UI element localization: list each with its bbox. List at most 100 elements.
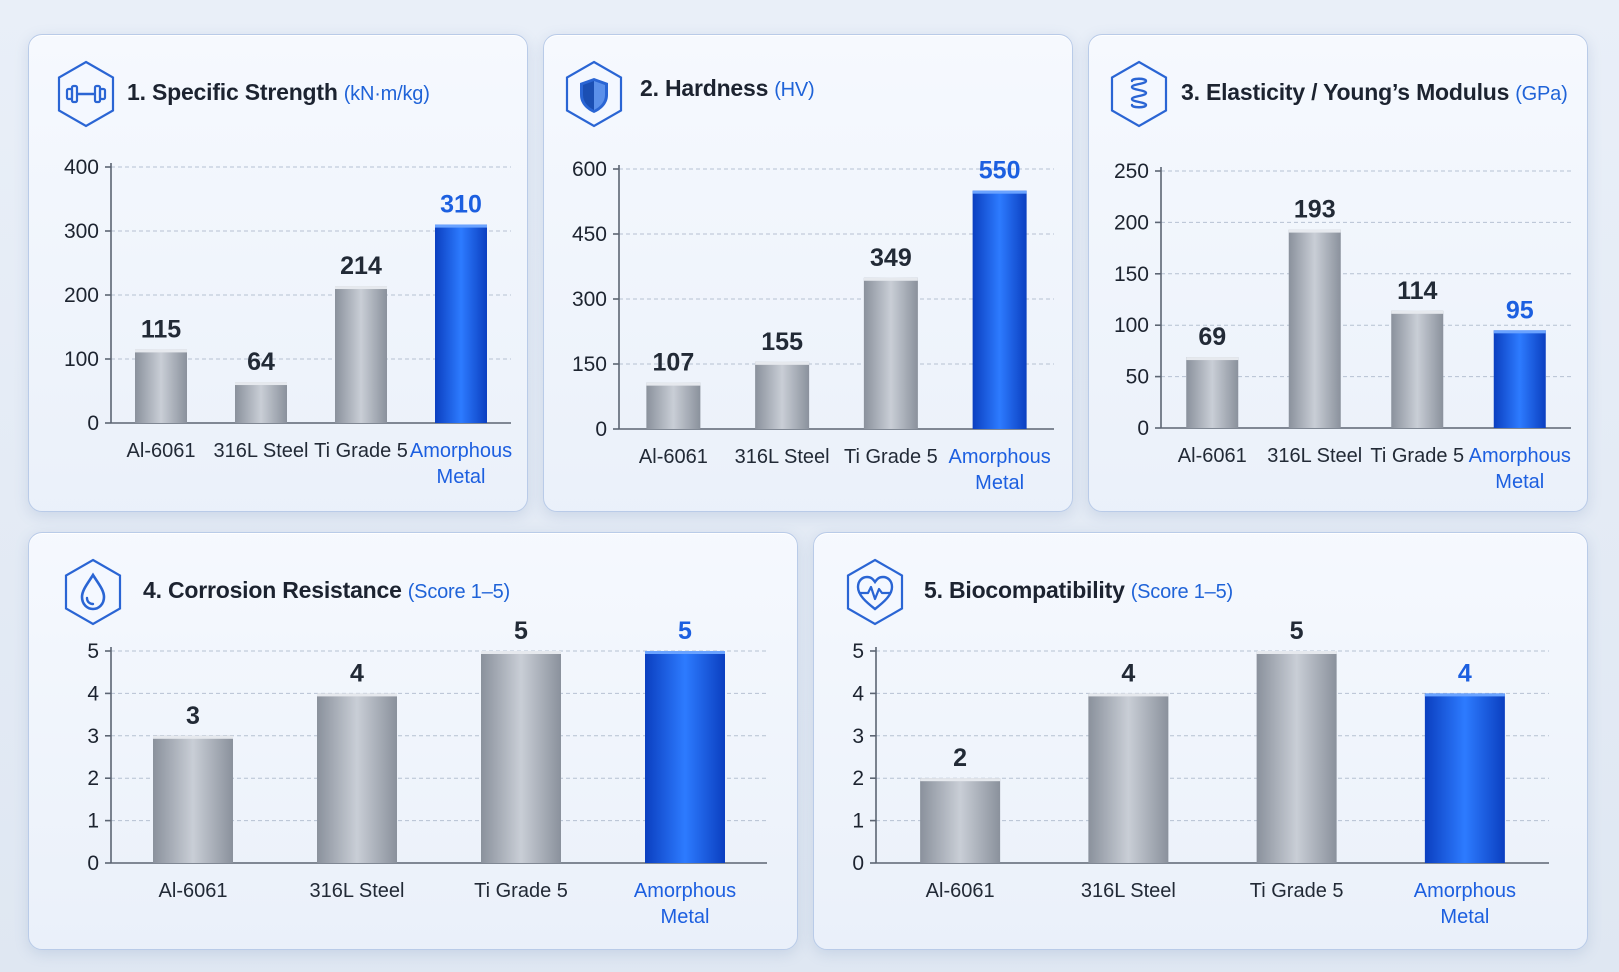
bar-highlight-cap (645, 651, 725, 654)
bar-chart-elasticity: 0 50 100 150 200 250 69 Al-6061 193 316L Steel 114… (1114, 160, 1571, 493)
y-tick-label: 100 (64, 348, 99, 371)
category-label: Al-6061 (1178, 445, 1247, 467)
droplet-icon (62, 557, 124, 627)
bar-highlight-cap (481, 651, 561, 654)
value-label: 155 (761, 328, 803, 356)
bar-al-6061 (646, 382, 701, 429)
bar-highlight-cap (235, 382, 287, 386)
value-label: 69 (1198, 323, 1226, 351)
bar-chart-corrosion-resistance: 0 1 2 3 4 5 3 Al-6061 4 316L Steel 5 Ti Grade 5 5 Amo… (87, 617, 767, 928)
y-tick-label: 300 (64, 220, 99, 243)
y-tick-label: 1 (87, 810, 99, 833)
value-label: 550 (979, 157, 1021, 185)
bar-ti-grade-5 (335, 286, 387, 423)
chart-title: 5. Biocompatibility (Score 1–5) (924, 577, 1233, 603)
value-label: 5 (678, 617, 692, 645)
spring-icon (1108, 59, 1170, 129)
bar-highlight-cap (1186, 357, 1239, 361)
y-tick-label: 0 (852, 852, 864, 875)
shield-icon (563, 59, 625, 129)
bar-al-6061 (135, 349, 187, 423)
y-tick-label: 3 (852, 725, 864, 748)
y-tick-label: 300 (572, 288, 607, 311)
category-label: Amorphous (1469, 445, 1571, 467)
bar-al-6061 (153, 735, 233, 863)
bar-highlight-cap (317, 693, 397, 697)
bar-highlight-cap (1288, 229, 1341, 233)
category-label: Amorphous (948, 446, 1050, 468)
category-label: Ti Grade 5 (1250, 880, 1344, 902)
bar-chart-hardness: 0 150 300 450 600 107 Al-6061 155 316L Steel 349 T… (572, 157, 1054, 494)
value-label: 3 (186, 702, 200, 730)
category-label: Al-6061 (926, 880, 995, 902)
category-label: Metal (1495, 471, 1544, 493)
bar-ti-grade-5 (863, 277, 918, 429)
chart-unit: (Score 1–5) (1130, 581, 1233, 603)
bar-highlight-cap (1256, 651, 1337, 654)
value-label: 95 (1506, 296, 1534, 324)
y-tick-label: 2 (87, 767, 99, 790)
chart-unit: (Score 1–5) (407, 581, 511, 603)
y-tick-label: 250 (1114, 160, 1149, 183)
bar-highlight-cap (335, 286, 387, 290)
value-label: 114 (1397, 277, 1437, 305)
value-label: 107 (653, 349, 695, 377)
bar-amorphous-metal (1424, 693, 1505, 863)
bar-highlight-cap (972, 190, 1027, 194)
y-tick-label: 150 (1114, 263, 1149, 286)
category-label: Al-6061 (639, 446, 708, 468)
y-tick-label: 450 (572, 223, 607, 246)
value-label: 2 (953, 744, 967, 772)
category-label: 316L Steel (1081, 880, 1176, 902)
y-tick-label: 3 (87, 725, 99, 748)
chart-panel-corrosion-resistance: 4. Corrosion Resistance (Score 1–5) 0 1 2 3 4… (28, 532, 798, 950)
value-label: 4 (350, 659, 364, 687)
chart-title: 3. Elasticity / Young’s Modulus (GPa) (1181, 79, 1568, 105)
bar-316l-steel (755, 361, 810, 429)
bar-highlight-cap (755, 361, 810, 365)
chart-title: 2. Hardness (HV) (640, 75, 815, 101)
category-label: 316L Steel (735, 446, 830, 468)
chart-panel-hardness: 2. Hardness (HV) 0 150 300 450 600 107 Al-6061 1… (543, 34, 1073, 512)
y-tick-label: 5 (852, 640, 864, 663)
category-label: 316L Steel (214, 440, 309, 462)
chart-unit: (HV) (774, 79, 815, 101)
category-label: Metal (975, 472, 1024, 494)
y-tick-label: 4 (852, 682, 864, 705)
y-tick-label: 5 (87, 640, 99, 663)
category-label: Al-6061 (127, 440, 196, 462)
y-tick-label: 4 (87, 682, 99, 705)
category-label: Amorphous (634, 880, 736, 902)
bar-ti-grade-5 (481, 651, 561, 863)
y-tick-label: 600 (572, 158, 607, 181)
bar-amorphous-metal (972, 190, 1027, 429)
bar-highlight-cap (920, 778, 1001, 782)
value-label: 4 (1121, 659, 1135, 687)
y-tick-label: 0 (87, 852, 99, 875)
bar-316l-steel (235, 382, 287, 423)
bar-highlight-cap (1424, 693, 1505, 697)
value-label: 5 (1290, 617, 1304, 645)
chart-panel-biocompatibility: 5. Biocompatibility (Score 1–5) 0 1 2 3 4 5 2 Al… (813, 532, 1588, 950)
category-label: Amorphous (1414, 880, 1516, 902)
value-label: 310 (440, 191, 482, 219)
category-label: 316L Steel (1267, 445, 1362, 467)
bar-ti-grade-5 (1391, 310, 1444, 428)
bar-highlight-cap (1493, 330, 1546, 334)
chart-panel-specific-strength: 1. Specific Strength (kN·m/kg) 0 100 200 300… (28, 34, 528, 512)
bar-amorphous-metal (435, 224, 487, 423)
bar-chart-specific-strength: 0 100 200 300 400 115 Al-6061 64 316L Steel 214 Ti… (64, 156, 512, 488)
bar-ti-grade-5 (1256, 651, 1337, 863)
category-label: Metal (1440, 906, 1489, 928)
bar-al-6061 (1186, 357, 1239, 428)
value-label: 5 (514, 617, 528, 645)
y-tick-label: 100 (1114, 314, 1149, 337)
value-label: 214 (340, 252, 382, 280)
chart-panel-elasticity: 3. Elasticity / Young’s Modulus (GPa) 0 50… (1088, 34, 1588, 512)
bar-amorphous-metal (645, 651, 725, 863)
bar-316l-steel (317, 693, 397, 863)
y-tick-label: 50 (1126, 366, 1149, 389)
y-tick-label: 0 (595, 418, 607, 441)
bar-316l-steel (1288, 229, 1341, 428)
bar-chart-biocompatibility: 0 1 2 3 4 5 2 Al-6061 4 316L Steel 5 Ti Grade 5 4 Amo… (852, 617, 1549, 928)
